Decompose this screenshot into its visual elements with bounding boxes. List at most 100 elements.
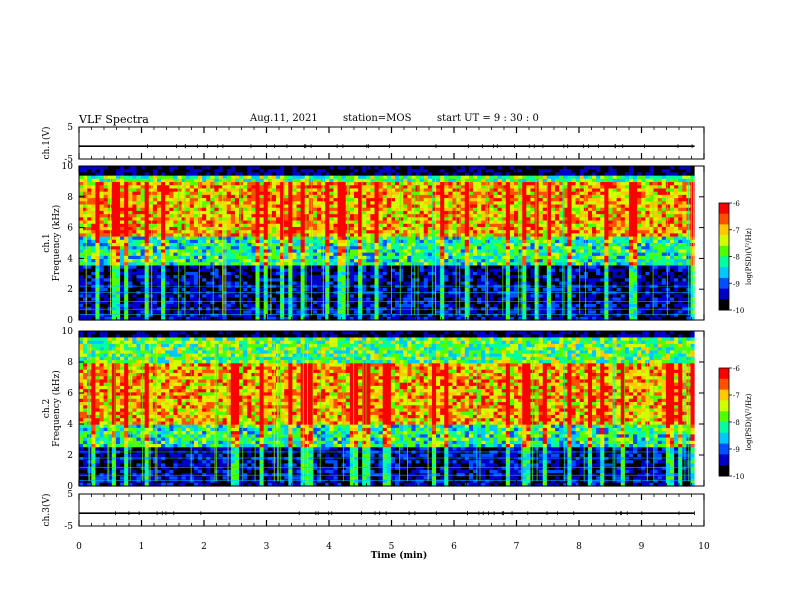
ch1-spectrogram-cell xyxy=(259,236,265,241)
ch1-spectrogram-cell xyxy=(99,316,105,321)
ch1-spectrogram-cell xyxy=(165,255,170,260)
ch1-spectrogram-cell xyxy=(136,239,142,244)
ch1-spectrogram-cell xyxy=(259,265,265,270)
ch1-spectrogram-cell xyxy=(329,271,335,276)
ch1-spectrogram-cell xyxy=(91,271,97,276)
ch1-spectrogram-cell xyxy=(115,284,121,289)
ch1-spectrogram-cell xyxy=(152,175,158,180)
ch1-spectrogram-cell xyxy=(304,243,310,247)
ch1-spectrogram-cell xyxy=(226,210,232,215)
ch1-spectrogram-cell xyxy=(198,178,203,183)
ch1-spectrogram-cell xyxy=(198,249,203,254)
ch1-spectrogram-cell xyxy=(300,255,306,260)
ch1-spectrogram-cell xyxy=(247,198,252,202)
ch1-spectrogram-cell xyxy=(173,249,179,254)
ch1-spectrogram-cell xyxy=(239,172,244,177)
ch1-spectrogram-cell xyxy=(87,243,92,247)
ch1-spectrogram-cell xyxy=(329,259,335,263)
ch1-spectrogram-cell xyxy=(337,249,343,254)
ch1-spectrogram-cell xyxy=(300,214,306,218)
ch1-spectrogram-cell xyxy=(79,246,84,251)
ch1-spectrogram-cell xyxy=(259,310,265,315)
ch1-spectrogram-cell xyxy=(124,182,129,186)
ch1-spectrogram-cell xyxy=(234,182,240,186)
ch1-spectrogram-cell xyxy=(288,210,294,215)
ch1-spectrogram-cell xyxy=(317,291,322,295)
ch1-spectrogram-cell xyxy=(87,275,92,279)
ch1-spectrogram-cell xyxy=(156,201,162,206)
ch1-spectrogram-cell xyxy=(120,265,125,270)
ch1-spectrogram-cell xyxy=(312,316,318,321)
ch1-spectrogram-cell xyxy=(329,281,335,286)
ch1-spectrogram-cell xyxy=(267,185,273,190)
ch1-spectrogram-cell xyxy=(222,259,228,263)
ch1-spectrogram-cell xyxy=(79,236,84,241)
ch1-spectrogram-cell xyxy=(161,249,166,254)
ch1-spectrogram-cell xyxy=(296,313,302,318)
ch1-spectrogram-cell xyxy=(124,207,129,212)
ch1-spectrogram-cell xyxy=(132,275,138,279)
ch1-spectrogram-cell xyxy=(284,265,289,270)
ch1-spectrogram-cell xyxy=(156,207,162,212)
ch1-spectrogram-cell xyxy=(140,226,146,231)
ch1-spectrogram-cell xyxy=(193,172,199,177)
ch1-spectrogram-cell xyxy=(296,268,302,273)
ch1-spectrogram-cell xyxy=(210,214,216,218)
ch1-spectrogram-cell xyxy=(230,217,236,222)
ch1-spectrogram-cell xyxy=(325,300,330,305)
ch1-spectrogram-cell xyxy=(144,230,150,234)
ch1-spectrogram-cell xyxy=(103,243,109,247)
ch1-spectrogram-cell xyxy=(239,243,244,247)
ch1-spectrogram-cell xyxy=(152,243,158,247)
ch1-spectrogram-cell xyxy=(325,294,330,299)
ch1-spectrogram-cell xyxy=(230,169,236,174)
ch1-spectrogram-cell xyxy=(234,255,240,260)
ch1-spectrogram-cell xyxy=(120,198,125,202)
ch1-spectrogram-cell xyxy=(79,172,84,177)
ch1-spectrogram-cell xyxy=(276,210,281,215)
ch1-spectrogram-cell xyxy=(148,284,154,289)
ch1-spectrogram-cell xyxy=(156,182,162,186)
ch1-spectrogram-cell xyxy=(124,262,129,267)
ch1-spectrogram-cell xyxy=(271,287,277,292)
ch1-spectrogram-cell xyxy=(206,262,211,267)
ch1-spectrogram-cell xyxy=(259,230,265,234)
ch1-spectrogram-cell xyxy=(300,278,306,283)
ch1-spectrogram-cell xyxy=(185,294,191,299)
ch1-spectrogram-cell xyxy=(115,220,121,225)
ch1-spectrogram-cell xyxy=(296,284,302,289)
ch1-spectrogram-cell xyxy=(210,259,216,263)
ch1-spectrogram-cell xyxy=(267,316,273,321)
ch1-spectrogram-cell xyxy=(271,246,277,251)
ch1-spectrogram-cell xyxy=(271,166,277,170)
ch1-spectrogram-cell xyxy=(198,294,203,299)
ch1-spectrogram-cell xyxy=(206,169,211,174)
ch1-spectrogram-cell xyxy=(222,207,228,212)
ch1-spectrogram-cell xyxy=(259,198,265,202)
ch1-spectrogram-cell xyxy=(99,291,105,295)
ch1-spectrogram-cell xyxy=(333,249,339,254)
ch1-spectrogram-cell xyxy=(132,268,138,273)
ch1-spectrogram-cell xyxy=(222,281,228,286)
ch1-spectrogram-cell xyxy=(251,172,257,177)
ch1-spectrogram-cell xyxy=(296,166,302,170)
ch1-spectrogram-cell xyxy=(296,230,302,234)
ch1-spectrogram-cell xyxy=(210,204,216,209)
ch1-spectrogram-cell xyxy=(132,239,138,244)
ch1-spectrogram-cell xyxy=(177,284,183,289)
ch1-spectrogram-cell xyxy=(144,271,150,276)
ch1-spectrogram-cell xyxy=(198,297,203,302)
ch1-spectrogram-cell xyxy=(210,281,216,286)
ch1-spectrogram-cell xyxy=(329,207,335,212)
ch1-spectrogram-cell xyxy=(136,207,142,212)
ch1-spectrogram-cell xyxy=(169,271,174,276)
ch1-spectrogram-cell xyxy=(263,271,269,276)
ch1-spectrogram-cell xyxy=(337,185,343,190)
ch1-spectrogram-cell xyxy=(103,297,109,302)
ch1-spectrogram-cell xyxy=(177,204,183,209)
ch1-spectrogram-cell xyxy=(79,210,84,215)
ch1-spectrogram-cell xyxy=(292,175,298,180)
ch1-spectrogram-cell xyxy=(202,233,207,238)
ch1-spectrogram-cell xyxy=(111,281,117,286)
ch1-spectrogram-cell xyxy=(247,178,252,183)
